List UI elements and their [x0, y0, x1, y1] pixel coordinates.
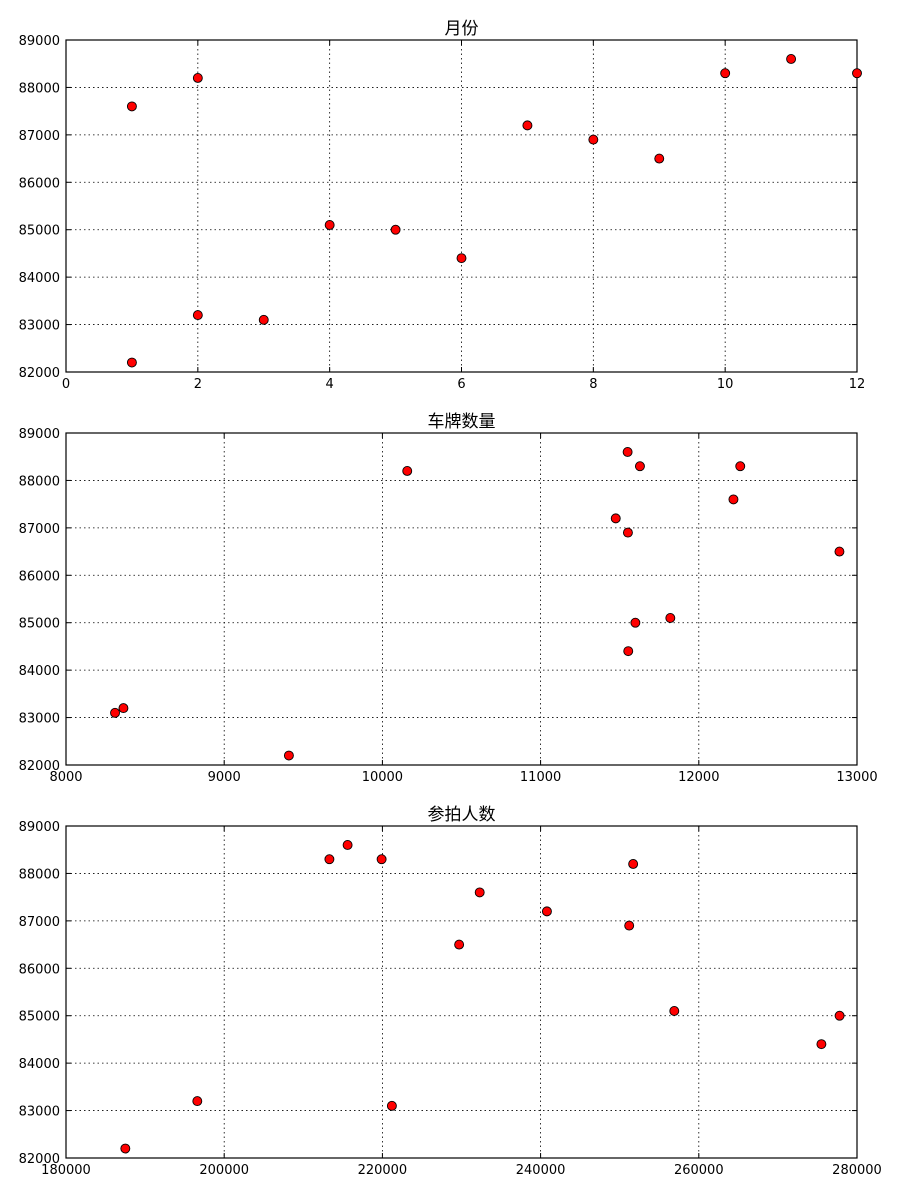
- data-point: [118, 703, 129, 714]
- y-tick-label: 83000: [19, 712, 60, 727]
- data-point: [786, 54, 797, 64]
- data-point: [610, 513, 621, 524]
- x-tick-label: 180000: [41, 1163, 91, 1178]
- data-point: [386, 1100, 397, 1111]
- y-tick-label: 83000: [19, 319, 60, 334]
- data-point: [120, 1143, 131, 1154]
- y-tick-label: 89000: [19, 34, 60, 49]
- x-tick-label: 6: [457, 377, 465, 392]
- data-point: [283, 750, 294, 761]
- y-tick-label: 82000: [19, 366, 60, 381]
- data-point: [623, 646, 634, 657]
- data-point: [816, 1039, 827, 1050]
- x-tick-label: 12000: [678, 770, 719, 785]
- y-tick-label: 86000: [19, 962, 60, 977]
- y-tick-label: 89000: [19, 427, 60, 442]
- data-point: [342, 840, 353, 850]
- data-point: [192, 1096, 203, 1107]
- x-tick-label: 4: [326, 377, 334, 392]
- x-tick-label: 8: [589, 377, 597, 392]
- y-tick-label: 89000: [19, 820, 60, 835]
- data-point: [630, 617, 641, 628]
- data-point: [324, 220, 335, 230]
- data-point: [622, 447, 633, 457]
- y-tick-label: 88000: [19, 81, 60, 96]
- y-tick-label: 87000: [19, 522, 60, 537]
- data-point: [720, 68, 731, 79]
- x-tick-label: 0: [62, 377, 70, 392]
- data-point: [728, 494, 739, 505]
- x-tick-label: 220000: [358, 1163, 408, 1178]
- data-point: [110, 707, 120, 718]
- data-point: [622, 527, 633, 538]
- y-tick-label: 82000: [19, 1152, 60, 1167]
- data-point: [834, 546, 845, 557]
- data-point: [390, 224, 401, 235]
- chart-title-month: 月份: [445, 19, 479, 39]
- x-tick-label: 260000: [674, 1163, 724, 1178]
- x-tick-label: 9000: [208, 770, 241, 785]
- x-tick-label: 10000: [362, 770, 403, 785]
- x-tick-label: 8000: [49, 770, 82, 785]
- data-point: [628, 858, 639, 869]
- axes-frame: [65, 825, 858, 1159]
- x-tick-label: 12: [849, 377, 866, 392]
- data-point: [634, 461, 645, 472]
- y-tick-label: 88000: [19, 867, 60, 882]
- data-point: [324, 854, 335, 865]
- data-point: [588, 134, 599, 145]
- chart-title-participants: 参拍人数: [428, 805, 496, 825]
- data-point: [192, 72, 203, 83]
- data-point: [669, 1006, 680, 1016]
- data-point: [454, 939, 465, 950]
- x-tick-label: 13000: [836, 770, 877, 785]
- scatter-chart-participants: 参拍人数 180000 200000 220000 240000 260000 280000…: [19, 805, 882, 1178]
- data-point: [735, 461, 746, 472]
- x-tick-label: 240000: [516, 1163, 566, 1178]
- data-point: [376, 854, 387, 865]
- x-tick-label: 10: [717, 377, 734, 392]
- data-point: [126, 357, 137, 368]
- y-tick-label: 86000: [19, 569, 60, 584]
- data-point: [402, 465, 413, 476]
- scatter-chart-month: 月份 0 2 4 6 8 10 12 82000 83000 84000 85000 86000 8700…: [19, 19, 866, 392]
- data-point: [456, 253, 467, 264]
- y-tick-label: 85000: [19, 617, 60, 632]
- data-point: [852, 68, 862, 79]
- data-point: [665, 613, 676, 623]
- y-tick-label: 87000: [19, 129, 60, 144]
- x-tick-label: 200000: [199, 1163, 249, 1178]
- y-tick-label: 84000: [19, 271, 60, 286]
- y-tick-label: 84000: [19, 664, 60, 679]
- y-tick-label: 83000: [19, 1105, 60, 1120]
- data-point: [541, 906, 552, 917]
- data-point: [624, 920, 635, 931]
- y-tick-label: 85000: [19, 224, 60, 239]
- data-point: [654, 153, 665, 164]
- y-tick-label: 87000: [19, 915, 60, 930]
- chart-title-plate-count: 车牌数量: [428, 412, 496, 432]
- y-tick-label: 84000: [19, 1057, 60, 1072]
- data-point: [126, 101, 137, 112]
- y-tick-label: 82000: [19, 759, 60, 774]
- x-tick-label: 11000: [520, 770, 561, 785]
- data-point: [474, 887, 485, 898]
- axes-frame: [65, 39, 858, 373]
- data-point: [258, 314, 269, 325]
- data-point: [192, 310, 203, 321]
- axes-frame: [65, 432, 858, 766]
- y-tick-label: 86000: [19, 176, 60, 191]
- data-point: [834, 1010, 845, 1021]
- x-tick-label: 2: [194, 377, 202, 392]
- y-tick-label: 85000: [19, 1010, 60, 1025]
- scatter-chart-plate-count: 车牌数量 8000 9000 10000 11000 12000 13000 82000 830…: [19, 412, 878, 785]
- x-tick-label: 280000: [832, 1163, 882, 1178]
- data-point: [522, 120, 533, 131]
- y-tick-label: 88000: [19, 474, 60, 489]
